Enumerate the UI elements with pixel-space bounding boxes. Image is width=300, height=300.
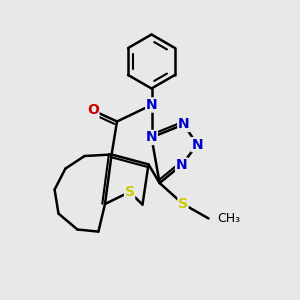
Text: N: N: [146, 98, 157, 112]
Text: S: S: [124, 185, 135, 199]
Text: N: N: [146, 130, 157, 144]
Text: S: S: [178, 197, 188, 211]
Text: CH₃: CH₃: [217, 212, 240, 225]
Text: O: O: [85, 103, 98, 117]
Text: N: N: [192, 138, 203, 152]
Text: O: O: [87, 103, 99, 117]
Text: N: N: [176, 158, 187, 172]
Text: N: N: [178, 118, 189, 131]
